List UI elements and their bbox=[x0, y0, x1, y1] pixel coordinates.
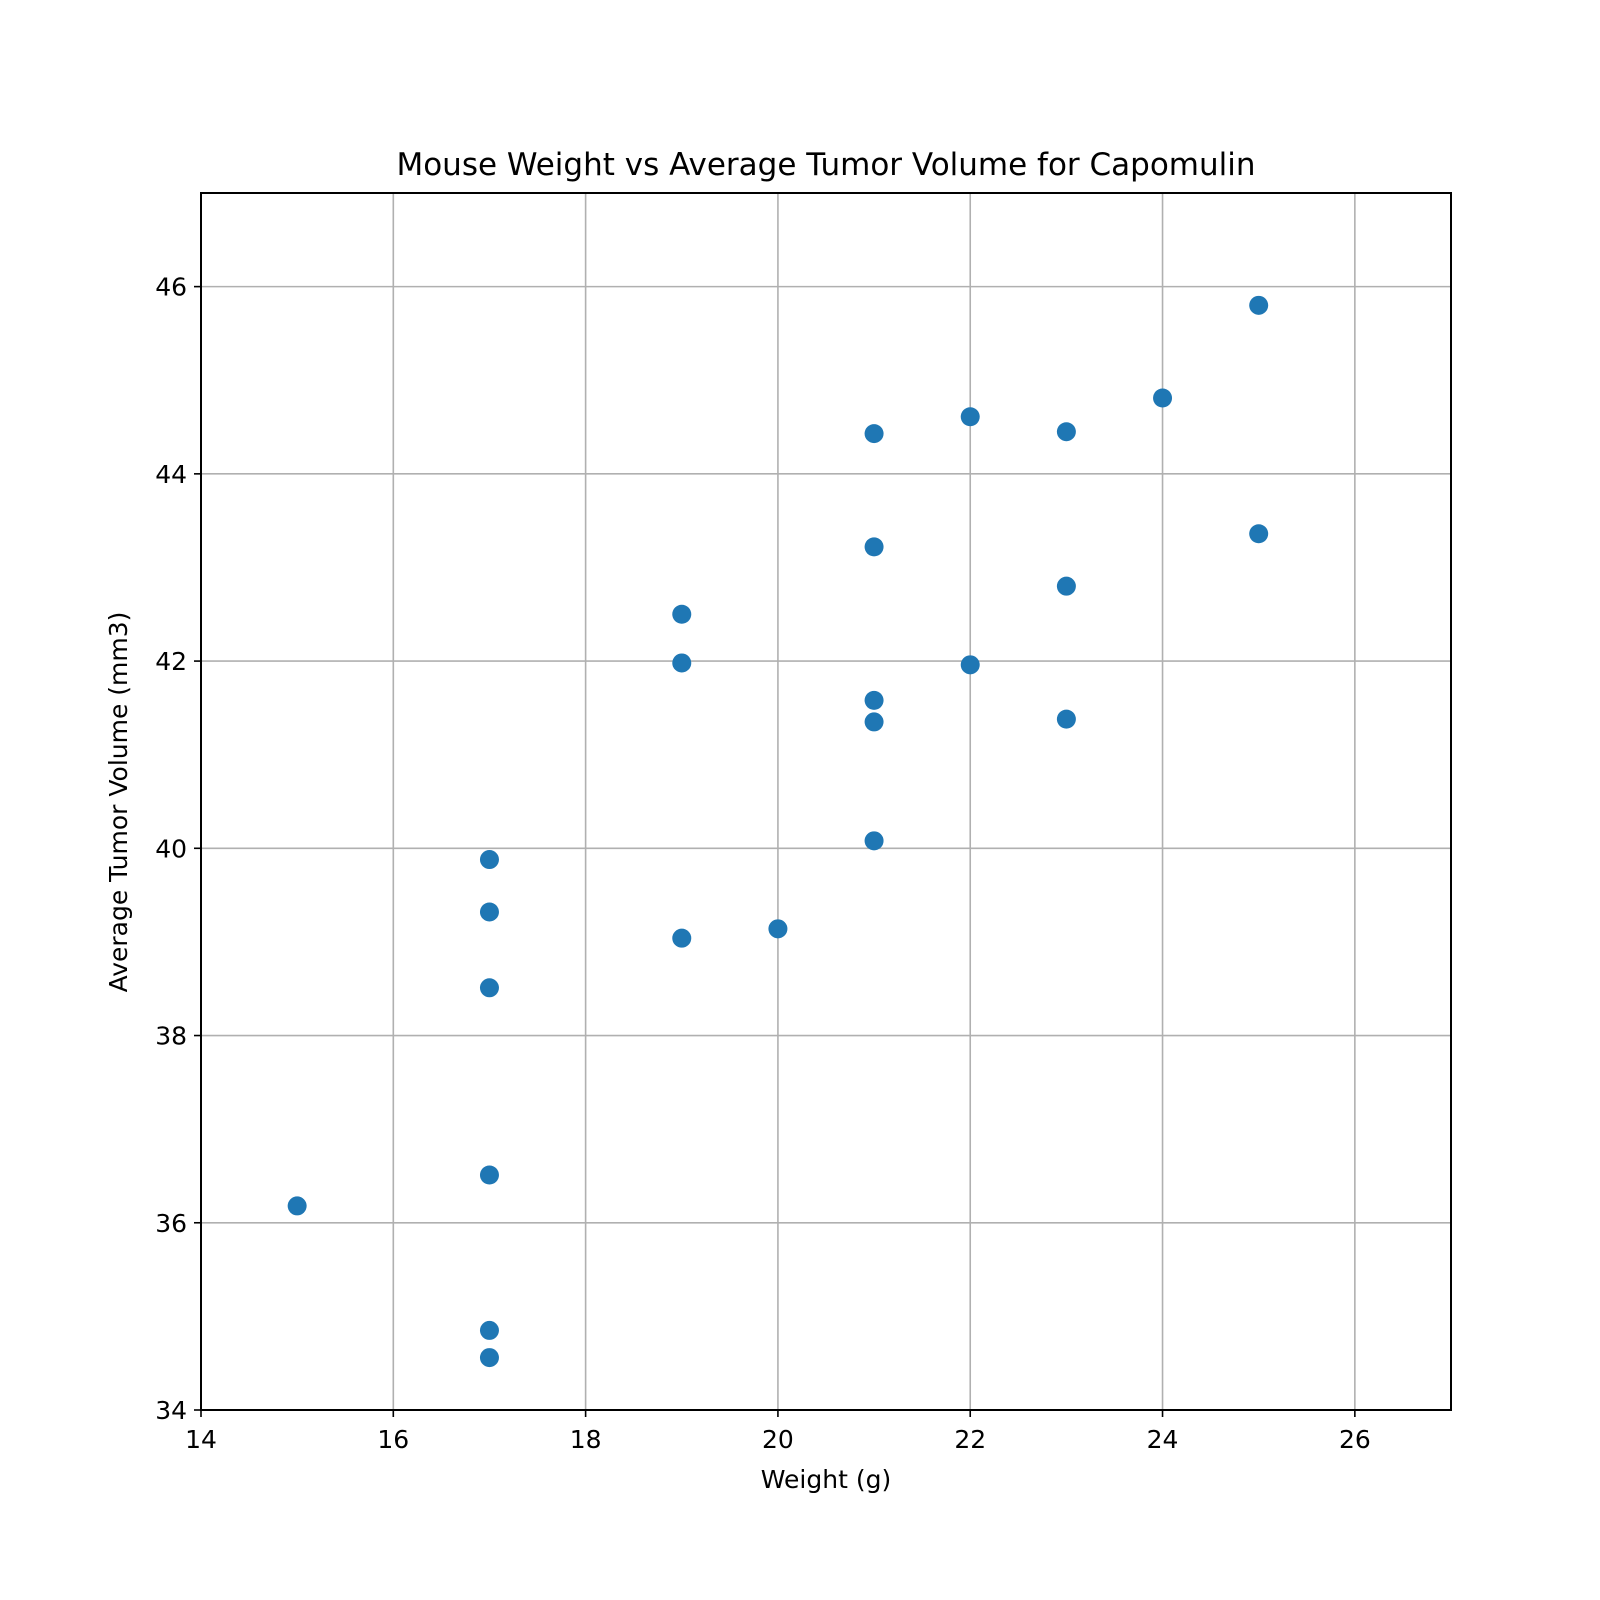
y-tick-label: 46 bbox=[155, 273, 187, 302]
x-tick-label: 26 bbox=[1339, 1425, 1371, 1454]
data-point bbox=[1249, 524, 1269, 544]
x-tick-label: 20 bbox=[762, 1425, 794, 1454]
data-point bbox=[1056, 422, 1076, 442]
data-point bbox=[864, 831, 884, 851]
y-tick-label: 38 bbox=[155, 1022, 187, 1051]
x-tick-label: 14 bbox=[185, 1425, 217, 1454]
y-tick-label: 44 bbox=[155, 460, 187, 489]
x-tick-label: 18 bbox=[570, 1425, 602, 1454]
data-point bbox=[479, 850, 499, 870]
data-point bbox=[479, 978, 499, 998]
chart-title: Mouse Weight vs Average Tumor Volume for… bbox=[396, 147, 1255, 183]
data-point bbox=[864, 690, 884, 710]
data-point bbox=[864, 537, 884, 557]
data-points bbox=[287, 295, 1269, 1368]
data-point bbox=[960, 655, 980, 675]
data-point bbox=[479, 1320, 499, 1340]
data-point bbox=[768, 919, 788, 939]
data-point bbox=[1153, 388, 1173, 408]
data-point bbox=[1056, 576, 1076, 596]
data-point bbox=[672, 653, 692, 673]
data-point bbox=[1056, 709, 1076, 729]
axis-ticks: 14 16 18 20 22 24 26 34 36 38 40 42 44 46 bbox=[155, 273, 1371, 1454]
y-tick-label: 42 bbox=[155, 647, 187, 676]
data-point bbox=[960, 407, 980, 427]
y-tick-label: 40 bbox=[155, 834, 187, 863]
data-point bbox=[864, 712, 884, 732]
data-point bbox=[479, 1165, 499, 1185]
grid-lines bbox=[201, 193, 1451, 1410]
y-tick-label: 34 bbox=[155, 1396, 187, 1425]
data-point bbox=[479, 1348, 499, 1368]
x-tick-label: 24 bbox=[1147, 1425, 1179, 1454]
y-tick-label: 36 bbox=[155, 1209, 187, 1238]
plot-frame bbox=[200, 192, 1452, 1411]
data-point bbox=[672, 928, 692, 948]
x-axis-label: Weight (g) bbox=[761, 1465, 891, 1494]
x-tick-label: 22 bbox=[954, 1425, 986, 1454]
data-point bbox=[1249, 295, 1269, 315]
data-point bbox=[864, 424, 884, 444]
x-tick-label: 16 bbox=[377, 1425, 409, 1454]
data-point bbox=[287, 1196, 307, 1216]
data-point bbox=[672, 604, 692, 624]
data-point bbox=[479, 902, 499, 922]
y-axis-label: Average Tumor Volume (mm3) bbox=[104, 612, 133, 993]
